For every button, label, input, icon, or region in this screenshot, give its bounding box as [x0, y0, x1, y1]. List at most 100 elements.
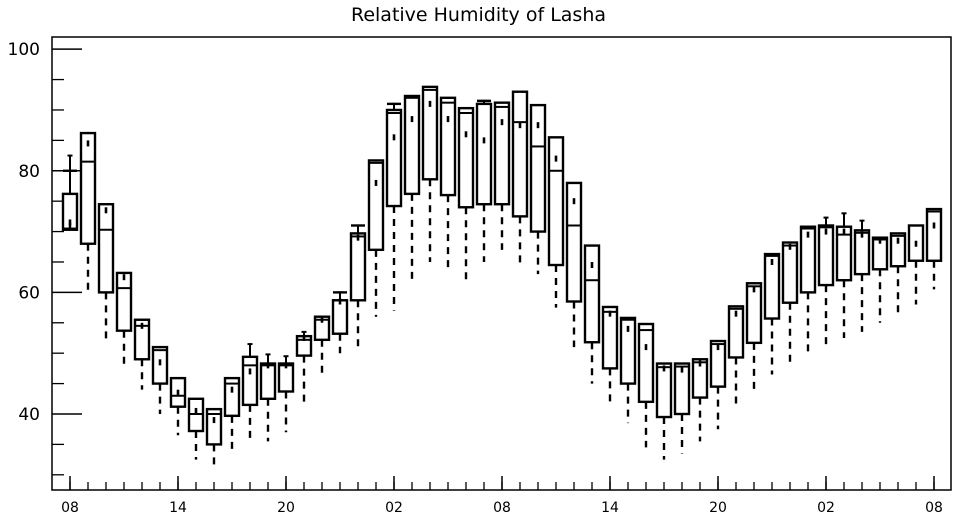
box-body: [511, 90, 529, 218]
box-body: [817, 224, 835, 287]
box-item: [529, 103, 547, 275]
box-item: [925, 207, 943, 290]
box-body: [313, 315, 331, 342]
box-body: [799, 225, 817, 294]
box-item: [151, 345, 169, 414]
box-item: [709, 339, 727, 430]
box-item: [835, 212, 853, 338]
box-series: [61, 85, 943, 470]
x-tick-label: 14: [169, 500, 187, 516]
box-item: [457, 106, 475, 281]
box-item: [637, 322, 655, 448]
chart-title: Relative Humidity of Lasha: [350, 4, 606, 26]
box-body: [637, 322, 655, 404]
box-item: [313, 315, 331, 378]
box-body: [529, 103, 547, 233]
box-item: [403, 94, 421, 284]
box-body: [601, 305, 619, 370]
box-body: [331, 299, 349, 335]
box-body: [151, 345, 169, 385]
box-item: [385, 102, 403, 311]
box-item: [133, 318, 151, 390]
box-body: [709, 339, 727, 388]
box-item: [475, 99, 493, 262]
box-item: [259, 353, 277, 442]
box-body: [691, 358, 709, 399]
box-item: [79, 131, 97, 296]
box-item: [169, 376, 187, 436]
box-item: [277, 355, 295, 433]
box-body: [925, 207, 943, 262]
box-item: [223, 376, 241, 451]
box-item: [565, 181, 583, 348]
box-item: [853, 219, 871, 332]
box-body: [457, 106, 475, 209]
y-axis: 40 60 80 100: [8, 40, 82, 476]
box-body: [835, 225, 853, 282]
box-body: [241, 355, 259, 407]
box-body: [871, 236, 889, 271]
y-tick-label: 80: [18, 162, 40, 182]
box-item: [691, 358, 709, 442]
box-item: [781, 241, 799, 363]
box-body: [439, 96, 457, 197]
x-tick-label: 08: [925, 500, 943, 516]
box-item: [673, 362, 691, 454]
x-tick-label: 08: [493, 500, 511, 516]
box-body: [169, 376, 187, 408]
box-item: [349, 224, 367, 348]
box-item: [907, 224, 925, 305]
box-body: [853, 229, 871, 276]
box-item: [421, 85, 439, 262]
box-item: [511, 90, 529, 269]
box-body: [745, 282, 763, 345]
box-item: [763, 252, 781, 375]
box-body: [619, 316, 637, 385]
x-tick-label: 14: [601, 500, 619, 516]
y-tick-label: 60: [18, 283, 40, 303]
box-body: [349, 232, 367, 302]
box-body: [781, 241, 799, 304]
box-body: [97, 203, 115, 294]
box-body: [133, 318, 151, 361]
x-tick-label: 02: [817, 500, 835, 516]
box-item: [61, 154, 79, 231]
x-axis: 08 14 20 02 08 14 20 02 08: [61, 476, 943, 516]
box-item: [817, 216, 835, 348]
box-body: [223, 376, 241, 418]
box-body: [205, 407, 223, 446]
box-body: [79, 131, 97, 245]
box-item: [205, 407, 223, 470]
box-item: [889, 232, 907, 314]
box-item: [601, 305, 619, 405]
x-tick-label: 20: [277, 500, 295, 516]
box-body: [385, 108, 403, 208]
box-body: [259, 362, 277, 400]
box-item: [295, 330, 313, 402]
x-tick-label: 20: [709, 500, 727, 516]
box-item: [799, 225, 817, 357]
box-item: [331, 291, 349, 354]
box-item: [367, 159, 385, 317]
box-body: [475, 102, 493, 206]
box-item: [619, 316, 637, 424]
box-item: [727, 305, 745, 405]
box-body: [655, 362, 673, 419]
box-body: [889, 232, 907, 268]
box-item: [745, 282, 763, 390]
box-item: [439, 96, 457, 269]
y-tick-label: 40: [18, 405, 40, 425]
box-item: [115, 271, 133, 369]
y-tick-label: 100: [8, 40, 40, 60]
box-body: [61, 192, 79, 231]
box-item: [241, 343, 259, 442]
x-tick-label: 08: [61, 500, 79, 516]
box-body: [547, 136, 565, 267]
box-body: [763, 252, 781, 320]
box-item: [655, 362, 673, 460]
x-tick-label: 02: [385, 500, 403, 516]
box-item: [547, 136, 565, 308]
box-body: [403, 94, 421, 196]
box-body: [565, 181, 583, 303]
box-item: [871, 236, 889, 323]
